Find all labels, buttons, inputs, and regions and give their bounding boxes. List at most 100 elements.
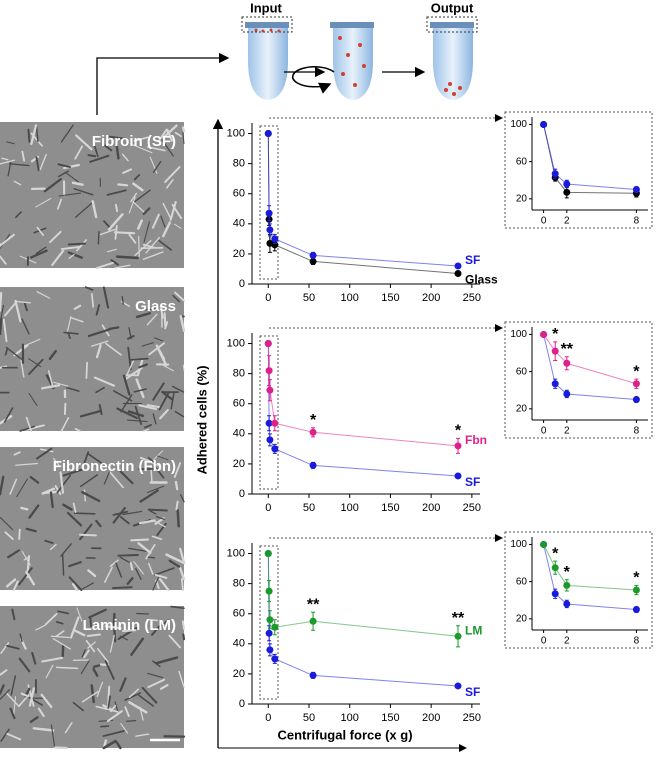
cell: [104, 566, 113, 583]
main-line: [267, 343, 459, 477]
cell: [173, 462, 182, 478]
cell: [58, 192, 82, 197]
cell: [143, 424, 152, 429]
cell: [73, 629, 86, 637]
y-tick-label: 40: [233, 428, 245, 440]
cell: [64, 722, 73, 734]
cell: [110, 704, 117, 713]
cell: [30, 124, 38, 145]
cell: [121, 295, 124, 305]
cell: [122, 510, 143, 516]
cell: [57, 610, 69, 615]
cell: [141, 342, 155, 347]
micrograph-label: Fibroin (SF): [92, 133, 176, 150]
inset-point: [563, 390, 571, 398]
main-point: [309, 617, 317, 625]
cell: [19, 633, 23, 643]
cell: [122, 168, 133, 174]
cell: [5, 692, 20, 708]
cell: [35, 246, 47, 255]
cell: [23, 338, 41, 347]
cell: [55, 621, 64, 625]
main-point: [271, 235, 279, 243]
output-label: Output: [431, 0, 474, 15]
series-label: SF: [465, 253, 480, 267]
cell: [126, 577, 134, 585]
cell: [45, 664, 54, 679]
inset-line: [543, 124, 637, 194]
main-line: [267, 133, 459, 274]
cell: [87, 641, 96, 649]
cell: [7, 549, 21, 559]
cell: [49, 491, 54, 509]
cell: [133, 136, 149, 142]
inset-x-tick-label: 8: [634, 426, 640, 437]
cell: [27, 128, 31, 143]
cell: [15, 462, 39, 466]
cell: [102, 704, 113, 711]
inset-line: [543, 124, 637, 191]
main-point: [309, 461, 317, 469]
cell: [72, 502, 77, 513]
cell: [107, 695, 111, 711]
tube: [241, 16, 293, 100]
cell: [13, 451, 21, 456]
cell: [0, 304, 5, 322]
cell: [25, 527, 37, 533]
y-tick-label: 100: [227, 337, 245, 349]
cell: [87, 569, 97, 578]
cell: [182, 633, 186, 641]
cell: [21, 318, 30, 335]
cell: [25, 570, 36, 586]
cell: [164, 165, 181, 184]
cell: [130, 637, 145, 656]
cell: [74, 428, 81, 432]
cell: [182, 132, 185, 145]
cell: [141, 686, 158, 704]
cell: [103, 471, 110, 485]
cell: [26, 695, 44, 706]
inset-x-tick-label: 2: [564, 426, 570, 437]
cell: [43, 178, 62, 193]
cell: [40, 384, 61, 390]
cell: [4, 348, 9, 356]
y-tick-label: 20: [233, 668, 245, 680]
cell: [173, 223, 182, 229]
cell: [115, 255, 139, 260]
cell: [164, 321, 169, 330]
tube: [426, 16, 478, 100]
cell: [159, 409, 169, 420]
cell: [147, 672, 164, 679]
cell: [80, 660, 90, 675]
cell: [178, 566, 186, 581]
main-point: [265, 367, 273, 375]
cell: [181, 126, 186, 133]
cell: [159, 684, 169, 690]
cell: [138, 694, 154, 707]
cell: [149, 510, 157, 515]
main-point: [454, 632, 462, 640]
main-point: [264, 340, 272, 348]
cell: [145, 236, 161, 254]
cell: [139, 489, 159, 503]
cell: [130, 538, 149, 542]
cell: [95, 344, 102, 359]
cell: [1, 157, 9, 161]
cell: [69, 316, 84, 323]
cell: [84, 286, 94, 291]
cell: [91, 200, 98, 219]
zoom-box: [259, 545, 279, 700]
cell: [4, 301, 17, 317]
cell: [0, 684, 5, 695]
cell: [126, 719, 137, 722]
cell: [81, 491, 101, 503]
x-tick-label: 250: [463, 292, 481, 304]
cell: [95, 519, 102, 528]
cell: [9, 163, 30, 167]
cell: [13, 344, 29, 357]
cell: [104, 660, 115, 680]
inset-y-tick-label: 60: [516, 156, 528, 167]
cell: [76, 239, 87, 252]
inset-point: [551, 347, 559, 355]
inset-y-tick-label: 20: [516, 403, 528, 414]
